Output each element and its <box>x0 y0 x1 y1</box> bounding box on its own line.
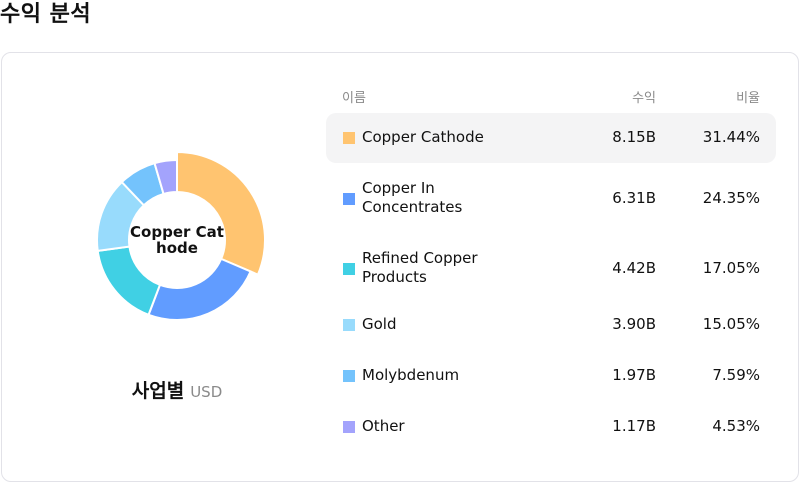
row-ratio: 4.53% <box>712 417 760 435</box>
row-revenue: 6.31B <box>612 189 656 207</box>
row-name: Molybdenum <box>362 366 460 384</box>
table-header: 이름 수익 비율 <box>326 79 776 113</box>
row-name: Refined Copper Products <box>362 249 478 286</box>
donut-center-label: Copper Cathode <box>130 223 224 257</box>
chart-caption-unit: USD <box>190 383 223 401</box>
legend-swatch <box>343 319 355 331</box>
donut-slice-other[interactable] <box>153 158 178 196</box>
revenue-table: 이름 수익 비율 Copper Cathode 8.15B 31.44% Cop… <box>326 79 776 457</box>
row-name: Copper In Concentrates <box>362 179 463 216</box>
table-row[interactable]: Copper Cathode 8.15B 31.44% <box>326 113 776 163</box>
donut-slice-copper-cathode[interactable] <box>176 150 266 276</box>
row-ratio: 7.59% <box>712 366 760 384</box>
row-ratio: 24.35% <box>702 189 760 207</box>
donut-chart: Copper Cathode <box>87 146 267 336</box>
chart-caption: 사업별 USD <box>2 376 352 403</box>
row-revenue: 3.90B <box>612 315 656 333</box>
row-name: Gold <box>362 315 397 333</box>
legend-swatch <box>343 421 355 433</box>
row-name: Copper Cathode <box>362 128 484 146</box>
table-row[interactable]: Molybdenum 1.97B 7.59% <box>326 355 776 406</box>
table-body: Copper Cathode 8.15B 31.44% Copper In Co… <box>326 113 776 457</box>
chart-caption-title: 사업별 <box>131 380 185 402</box>
row-name: Other <box>362 417 405 435</box>
revenue-analysis-card: Copper Cathode 사업별 USD 이름 수익 비율 Copper Ca… <box>1 52 799 482</box>
table-row[interactable]: Refined Copper Products 4.42B 17.05% <box>326 234 776 304</box>
page-title: 수익 분석 <box>0 2 92 27</box>
header-ratio: 비율 <box>736 91 760 106</box>
header-revenue: 수익 <box>632 91 656 106</box>
row-revenue: 1.97B <box>612 366 656 384</box>
row-revenue: 8.15B <box>612 128 656 146</box>
legend-swatch <box>343 263 355 275</box>
legend-swatch <box>343 193 355 205</box>
table-row[interactable]: Copper In Concentrates 6.31B 24.35% <box>326 163 776 234</box>
legend-swatch <box>343 370 355 382</box>
row-revenue: 4.42B <box>612 259 656 277</box>
row-ratio: 31.44% <box>702 128 760 146</box>
donut-chart-area: Copper Cathode 사업별 USD <box>2 53 322 481</box>
donut-chart-svg <box>96 150 266 321</box>
row-ratio: 15.05% <box>702 315 760 333</box>
table-row[interactable]: Other 1.17B 4.53% <box>326 406 776 457</box>
row-revenue: 1.17B <box>612 417 656 435</box>
legend-swatch <box>343 132 355 144</box>
header-name: 이름 <box>342 91 366 106</box>
table-row[interactable]: Gold 3.90B 15.05% <box>326 304 776 355</box>
row-ratio: 17.05% <box>702 259 760 277</box>
